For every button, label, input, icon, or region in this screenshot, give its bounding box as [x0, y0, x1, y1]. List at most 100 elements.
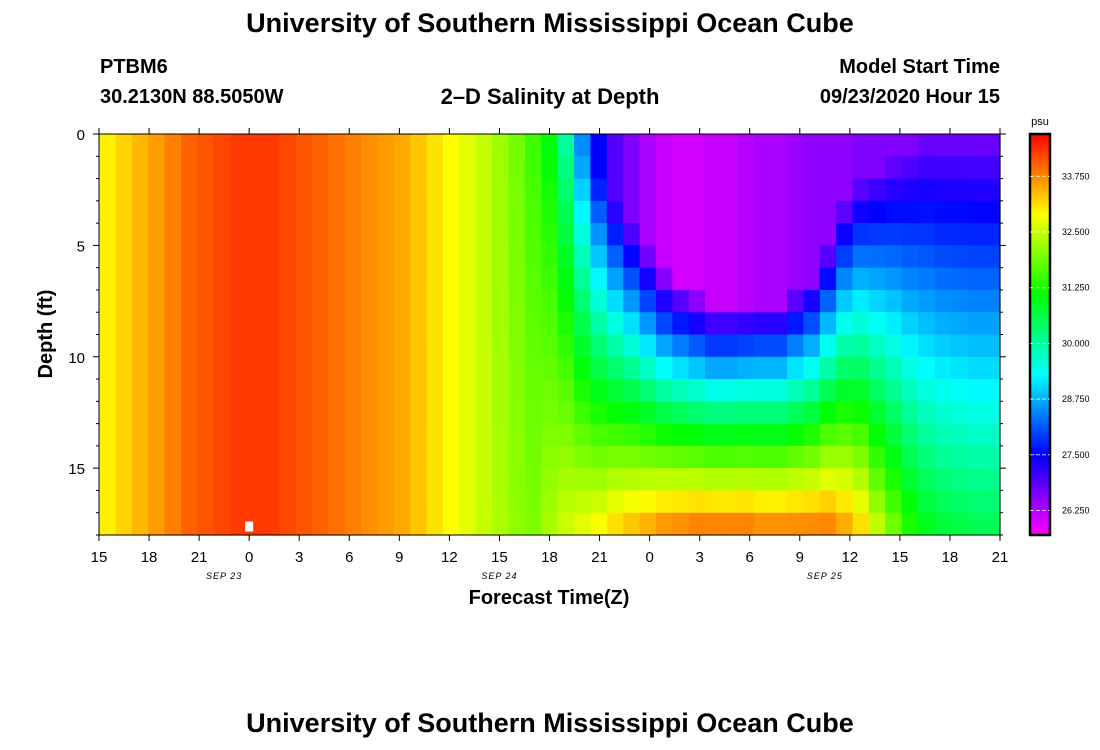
heatmap-cell: [672, 312, 690, 336]
heatmap-cell: [557, 490, 575, 514]
x-tick-label: 21: [992, 549, 1009, 566]
heatmap-cell: [361, 379, 379, 402]
heatmap-cell: [328, 445, 346, 469]
colorbar-swatch: [1030, 518, 1050, 523]
heatmap-cell: [623, 312, 641, 336]
heatmap-cell: [590, 289, 608, 313]
heatmap-cell: [508, 356, 526, 380]
heatmap-cell: [410, 445, 428, 469]
heatmap-cell: [131, 468, 149, 492]
colorbar-swatch: [1030, 267, 1050, 272]
heatmap-cell: [328, 334, 346, 358]
colorbar: psu 33.750 32.500 31.250 30.000 28.750 27.500 2…: [1028, 116, 1090, 537]
heatmap-cell: [295, 134, 313, 157]
heatmap-cell: [459, 200, 477, 224]
heatmap-cell: [148, 267, 166, 291]
heatmap-cell: [213, 178, 231, 202]
heatmap-cell: [475, 334, 493, 358]
heatmap-cell: [328, 134, 346, 157]
heatmap-cell: [803, 267, 821, 291]
heatmap-cell: [967, 356, 985, 380]
heatmap-cell: [901, 401, 919, 425]
heatmap-cell: [524, 267, 542, 291]
heatmap-cell: [410, 267, 428, 291]
heatmap-cell: [443, 490, 460, 514]
heatmap-cell: [311, 200, 329, 224]
heatmap-cell: [148, 401, 166, 425]
heatmap-cell: [836, 445, 854, 469]
heatmap-cell: [787, 356, 805, 380]
heatmap-cell: [492, 312, 510, 336]
heatmap-cell: [410, 245, 428, 269]
heatmap-cell: [262, 156, 280, 180]
heatmap-cell: [344, 334, 362, 358]
heatmap-cell: [787, 379, 805, 402]
heatmap-cell: [672, 334, 690, 358]
heatmap-cell: [967, 289, 985, 313]
colorbar-swatch: [1030, 468, 1050, 473]
heatmap-cell: [574, 512, 592, 536]
heatmap-cell: [787, 200, 805, 224]
heatmap-cell: [393, 334, 411, 358]
heatmap-cell: [361, 178, 379, 202]
heatmap-cell: [590, 223, 608, 246]
heatmap-cell: [868, 134, 886, 157]
heatmap-cell: [721, 379, 739, 402]
x-tick-label: 9: [395, 549, 403, 566]
heatmap-cell: [836, 379, 854, 402]
heatmap-cell: [426, 156, 444, 180]
heatmap-cell: [918, 134, 936, 157]
heatmap-cell: [393, 423, 411, 447]
heatmap-cell: [508, 423, 526, 447]
heatmap-cell: [803, 134, 821, 157]
heatmap-cell: [492, 445, 510, 469]
heatmap-cell: [459, 334, 477, 358]
heatmap-cell: [262, 423, 280, 447]
colorbar-swatch: [1030, 274, 1050, 279]
heatmap-cell: [606, 401, 624, 425]
colorbar-swatch: [1030, 397, 1050, 402]
heatmap-cell: [426, 379, 444, 402]
heatmap-cell: [295, 379, 313, 402]
heatmap-cell: [344, 156, 362, 180]
heatmap-cell: [868, 267, 886, 291]
heatmap-cell: [787, 490, 805, 514]
heatmap-cell: [868, 223, 886, 246]
heatmap-cell: [885, 289, 903, 313]
heatmap-cell: [131, 490, 149, 514]
heatmap-cell: [197, 223, 215, 246]
heatmap-cell: [377, 468, 395, 492]
heatmap-cell: [459, 423, 477, 447]
colorbar-swatch: [1030, 478, 1050, 483]
heatmap-cell: [590, 356, 608, 380]
colorbar-swatch: [1030, 404, 1050, 409]
heatmap-cell: [655, 267, 673, 291]
heatmap-cell: [574, 267, 592, 291]
heatmap-cell: [426, 289, 444, 313]
heatmap-cell: [885, 445, 903, 469]
heatmap-cell: [459, 312, 477, 336]
heatmap-cell: [574, 200, 592, 224]
heatmap-cell: [246, 356, 264, 380]
heatmap-cell: [99, 423, 116, 447]
heatmap-cell: [803, 379, 821, 402]
colorbar-swatch: [1030, 254, 1050, 259]
heatmap-cell: [344, 445, 362, 469]
heatmap-cell: [262, 468, 280, 492]
heatmap-cell: [115, 200, 133, 224]
colorbar-swatch: [1030, 237, 1050, 242]
colorbar-swatch: [1030, 281, 1050, 285]
heatmap-cell: [361, 245, 379, 269]
heatmap-cell: [639, 178, 657, 202]
heatmap-cell: [885, 401, 903, 425]
heatmap-cell: [475, 267, 493, 291]
heatmap-cell: [639, 379, 657, 402]
heatmap-cell: [590, 178, 608, 202]
heatmap-cell: [311, 178, 329, 202]
heatmap-cell: [901, 379, 919, 402]
colorbar-swatch: [1030, 434, 1050, 439]
heatmap-cell: [623, 401, 641, 425]
heatmap-cell: [361, 423, 379, 447]
heatmap-cell: [688, 512, 706, 536]
heatmap-cell: [377, 245, 395, 269]
